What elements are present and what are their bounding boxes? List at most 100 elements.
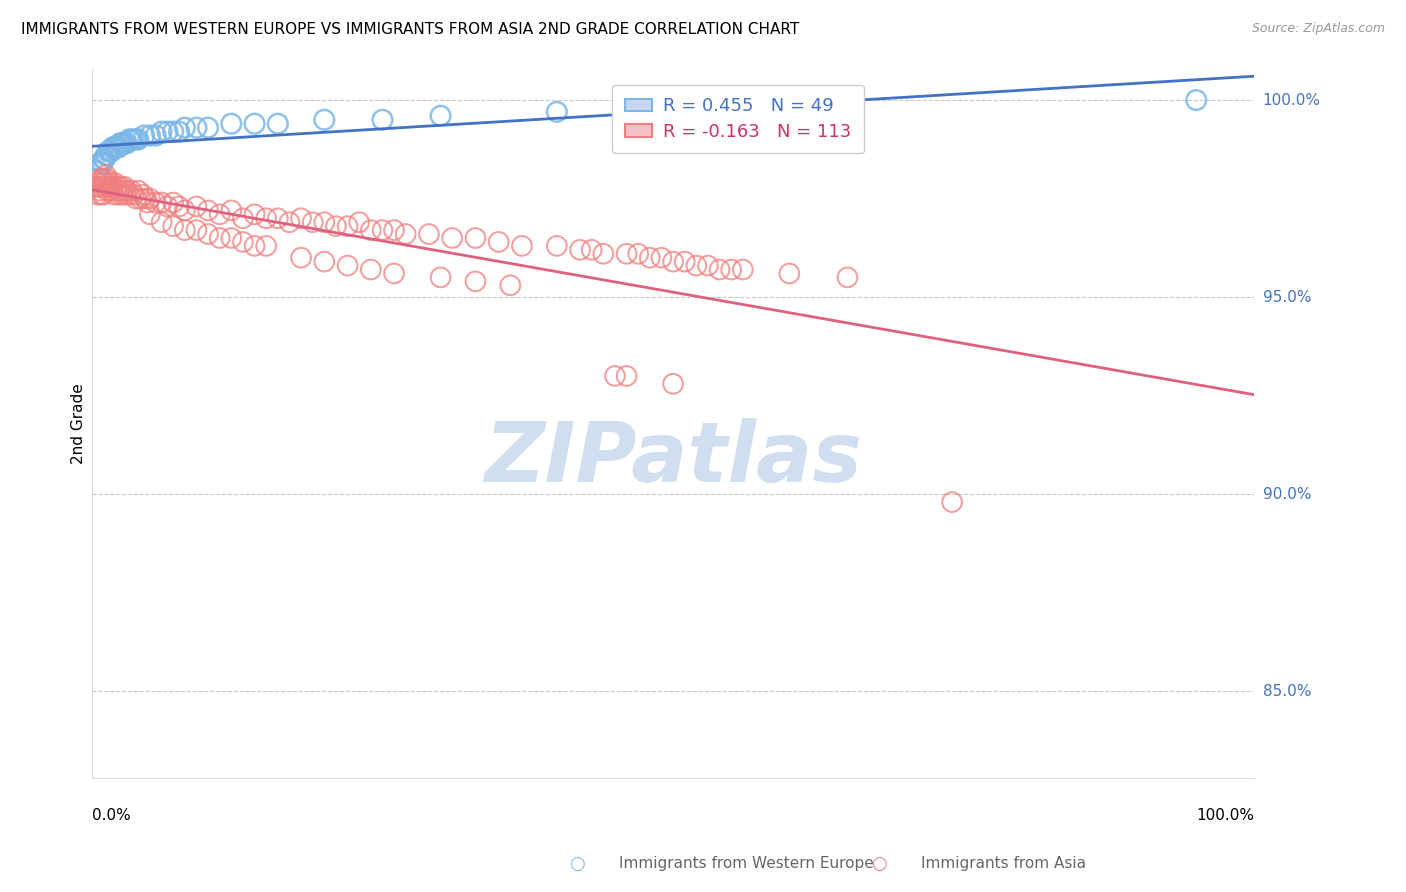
Text: 85.0%: 85.0%: [1263, 684, 1310, 698]
Text: 100.0%: 100.0%: [1263, 93, 1320, 108]
Point: [254, 211, 277, 226]
Point: [186, 223, 208, 237]
Point: [603, 368, 626, 383]
Point: [156, 125, 179, 139]
Point: [546, 104, 568, 119]
Point: [94, 148, 117, 162]
Point: [360, 262, 382, 277]
Point: [91, 179, 114, 194]
Point: [96, 184, 118, 198]
Point: [112, 136, 135, 151]
Point: [314, 215, 336, 229]
Point: [107, 187, 129, 202]
Point: [125, 192, 148, 206]
Point: [98, 179, 121, 194]
Point: [360, 223, 382, 237]
Point: [650, 251, 672, 265]
Point: [104, 140, 127, 154]
Point: [90, 172, 112, 186]
Point: [197, 227, 219, 241]
Point: [731, 262, 754, 277]
Point: [105, 140, 128, 154]
Point: [709, 262, 731, 277]
Point: [150, 195, 173, 210]
Point: [371, 223, 394, 237]
Point: [464, 231, 486, 245]
Point: [103, 140, 125, 154]
Point: [93, 152, 115, 166]
Text: IMMIGRANTS FROM WESTERN EUROPE VS IMMIGRANTS FROM ASIA 2ND GRADE CORRELATION CHA: IMMIGRANTS FROM WESTERN EUROPE VS IMMIGR…: [21, 22, 800, 37]
Point: [122, 132, 145, 146]
Point: [429, 109, 451, 123]
Point: [208, 207, 231, 221]
Point: [84, 179, 107, 194]
Point: [91, 156, 114, 170]
Point: [86, 179, 108, 194]
Point: [395, 227, 418, 241]
Point: [488, 235, 510, 249]
Point: [145, 128, 167, 143]
Point: [156, 199, 179, 213]
Point: [86, 176, 108, 190]
Point: [150, 125, 173, 139]
Point: [314, 254, 336, 268]
Point: [115, 184, 138, 198]
Legend: R = 0.455   N = 49, R = -0.163   N = 113: R = 0.455 N = 49, R = -0.163 N = 113: [613, 85, 863, 153]
Point: [96, 172, 118, 186]
Point: [136, 195, 159, 210]
Point: [114, 187, 136, 202]
Point: [569, 243, 592, 257]
Point: [122, 187, 145, 202]
Point: [325, 219, 347, 234]
Point: [110, 179, 132, 194]
Point: [132, 187, 155, 202]
Point: [93, 172, 115, 186]
Point: [90, 187, 112, 202]
Point: [581, 243, 603, 257]
Point: [167, 125, 190, 139]
Point: [778, 267, 800, 281]
Point: [105, 140, 128, 154]
Point: [139, 128, 162, 143]
Point: [267, 211, 290, 226]
Point: [97, 176, 120, 190]
Point: [115, 136, 138, 151]
Point: [93, 176, 115, 190]
Point: [347, 215, 370, 229]
Point: [125, 132, 148, 146]
Point: [112, 179, 135, 194]
Point: [499, 278, 522, 293]
Point: [662, 254, 685, 268]
Point: [93, 152, 115, 166]
Point: [86, 164, 108, 178]
Point: [673, 254, 696, 268]
Point: [546, 239, 568, 253]
Point: [221, 231, 243, 245]
Text: 90.0%: 90.0%: [1263, 487, 1312, 501]
Point: [94, 168, 117, 182]
Point: [221, 117, 243, 131]
Point: [89, 156, 111, 170]
Point: [120, 132, 142, 146]
Point: [627, 246, 650, 260]
Point: [186, 199, 208, 213]
Point: [167, 199, 190, 213]
Point: [100, 184, 122, 198]
Point: [97, 145, 120, 159]
Point: [197, 203, 219, 218]
Text: ZIPatlas: ZIPatlas: [484, 418, 862, 500]
Point: [662, 376, 685, 391]
Point: [720, 262, 742, 277]
Text: 95.0%: 95.0%: [1263, 290, 1312, 304]
Text: Immigrants from Asia: Immigrants from Asia: [921, 856, 1085, 871]
Point: [105, 179, 128, 194]
Text: ○: ○: [870, 855, 887, 872]
Point: [103, 187, 125, 202]
Point: [127, 132, 149, 146]
Point: [173, 223, 195, 237]
Point: [314, 112, 336, 127]
Point: [111, 136, 134, 151]
Point: [336, 259, 359, 273]
Point: [87, 179, 110, 194]
Point: [336, 219, 359, 234]
